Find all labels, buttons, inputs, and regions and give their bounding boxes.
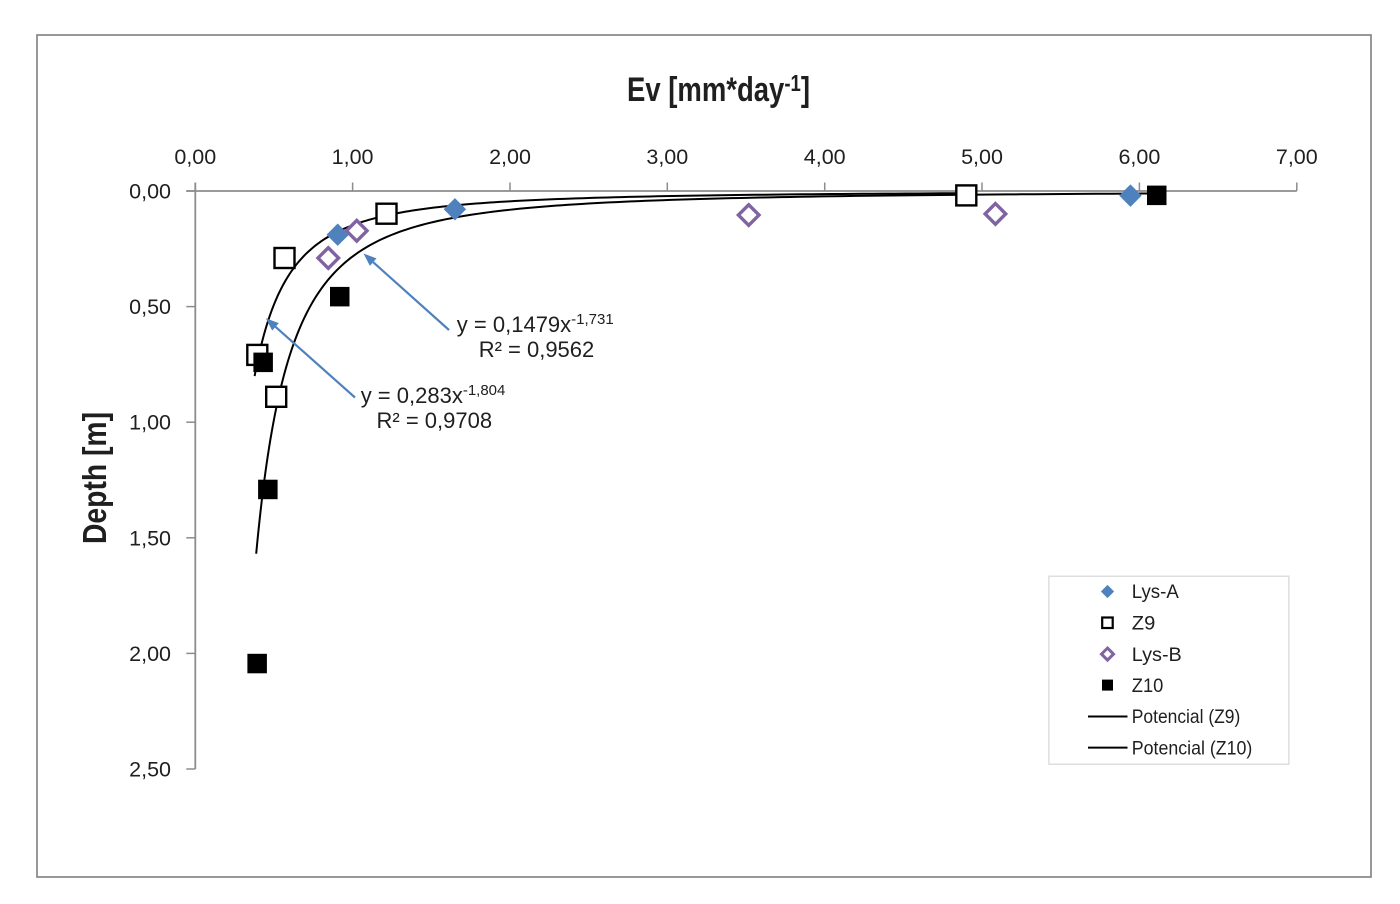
svg-text:1,50: 1,50 [129, 526, 171, 550]
svg-text:0,00: 0,00 [129, 180, 171, 204]
svg-text:Ev [mm*day-1]: Ev [mm*day-1] [627, 70, 810, 109]
svg-text:4,00: 4,00 [804, 145, 846, 169]
svg-text:2,50: 2,50 [129, 758, 171, 782]
svg-text:3,00: 3,00 [646, 145, 688, 169]
svg-text:Potencial (Z10): Potencial (Z10) [1132, 737, 1253, 759]
svg-text:7,00: 7,00 [1276, 145, 1318, 169]
svg-text:Lys-B: Lys-B [1132, 644, 1182, 666]
svg-text:2,00: 2,00 [489, 145, 531, 169]
svg-text:R² = 0,9708: R² = 0,9708 [377, 408, 493, 433]
svg-text:2,00: 2,00 [129, 642, 171, 666]
svg-text:Depth [m]: Depth [m] [76, 412, 113, 544]
svg-text:Z10: Z10 [1132, 675, 1164, 697]
svg-text:R² = 0,9562: R² = 0,9562 [479, 337, 595, 362]
svg-text:Potencial (Z9): Potencial (Z9) [1132, 706, 1241, 728]
svg-text:y = 0,283x-1,804: y = 0,283x-1,804 [361, 382, 506, 408]
svg-text:5,00: 5,00 [961, 145, 1003, 169]
svg-text:6,00: 6,00 [1118, 145, 1160, 169]
svg-text:0,00: 0,00 [174, 145, 216, 169]
svg-text:Z9: Z9 [1132, 612, 1156, 634]
svg-text:1,00: 1,00 [129, 411, 171, 435]
svg-text:0,50: 0,50 [129, 295, 171, 319]
svg-text:1,00: 1,00 [332, 145, 374, 169]
svg-text:Lys-A: Lys-A [1132, 581, 1179, 603]
